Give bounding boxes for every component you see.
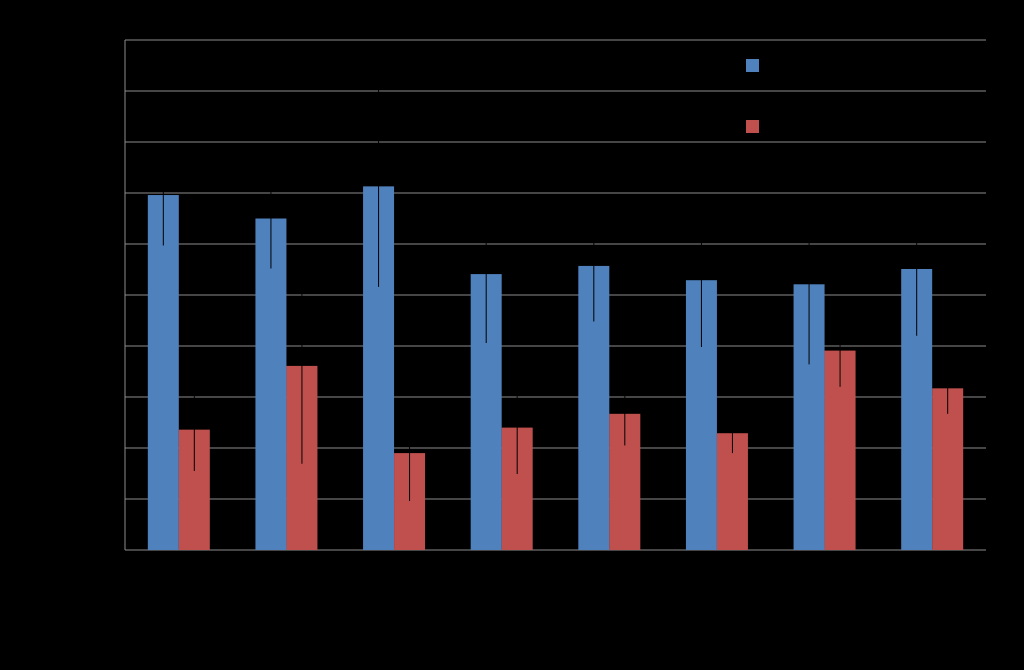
bar-series-2-category-8 bbox=[932, 388, 964, 550]
legend-swatch-series-1 bbox=[746, 59, 759, 72]
legend bbox=[746, 59, 759, 133]
bar-series-1-category-2 bbox=[255, 218, 287, 550]
bars bbox=[147, 186, 964, 551]
error-bars bbox=[162, 85, 949, 502]
legend-swatch-series-2 bbox=[746, 120, 759, 133]
bar-series-1-category-1 bbox=[147, 195, 179, 551]
grid-lines bbox=[125, 39, 986, 500]
